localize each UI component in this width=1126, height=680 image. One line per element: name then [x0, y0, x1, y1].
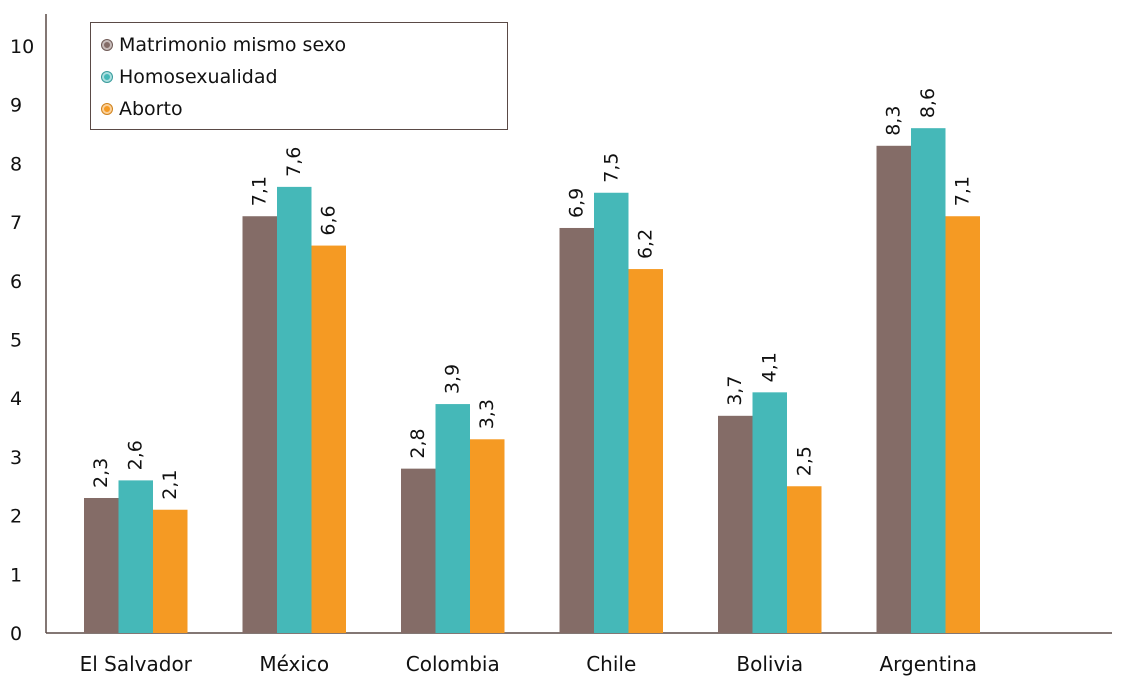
data-label: 2,8 — [407, 428, 429, 458]
legend-item-homosexualidad: Homosexualidad — [101, 61, 497, 93]
data-label: 6,9 — [566, 188, 588, 218]
x-tick-label: Chile — [586, 652, 636, 676]
data-label: 2,5 — [793, 446, 815, 476]
bar — [311, 245, 346, 633]
legend-item-aborto: Aborto — [101, 93, 497, 125]
bar — [787, 486, 822, 633]
legend: Matrimonio mismo sexo Homosexualidad Abo… — [90, 22, 508, 130]
legend-marker-icon — [101, 39, 113, 51]
data-label: 8,3 — [883, 106, 905, 136]
bar — [594, 192, 629, 633]
data-label: 7,5 — [600, 153, 622, 183]
x-tick-label: El Salvador — [80, 652, 193, 676]
legend-marker-icon — [101, 71, 113, 83]
bar — [718, 415, 753, 633]
legend-label: Matrimonio mismo sexo — [119, 34, 347, 56]
y-tick-label: 2 — [10, 506, 22, 528]
y-tick-label: 5 — [10, 330, 22, 352]
bar — [401, 468, 436, 633]
bar — [277, 186, 312, 633]
data-label: 3,3 — [476, 399, 498, 429]
y-tick-label: 6 — [10, 271, 22, 293]
legend-marker-icon — [101, 103, 113, 115]
x-tick-label: México — [259, 652, 329, 676]
data-label: 3,9 — [442, 364, 464, 394]
data-label: 7,1 — [952, 176, 974, 206]
x-tick-label: Argentina — [879, 652, 977, 676]
data-label: 7,1 — [249, 176, 271, 206]
data-label: 2,1 — [159, 470, 181, 500]
bar — [911, 128, 946, 633]
bar — [876, 145, 911, 634]
data-label: 3,7 — [724, 376, 746, 406]
data-label: 6,2 — [635, 229, 657, 259]
data-label: 8,6 — [917, 88, 939, 118]
data-label: 4,1 — [759, 352, 781, 382]
y-tick-label: 9 — [10, 95, 22, 117]
x-tick-label: Colombia — [406, 652, 500, 676]
bar — [752, 392, 787, 633]
legend-item-matrimonio: Matrimonio mismo sexo — [101, 29, 497, 61]
bar — [153, 509, 188, 633]
legend-label: Homosexualidad — [119, 66, 278, 88]
bar — [435, 404, 470, 633]
data-label: 2,6 — [125, 440, 147, 470]
bar — [628, 269, 663, 633]
data-label: 6,6 — [318, 205, 340, 235]
y-tick-label: 1 — [10, 564, 22, 586]
bar — [559, 227, 594, 633]
y-tick-label: 7 — [10, 212, 22, 234]
y-tick-label: 10 — [10, 36, 34, 58]
bar — [118, 480, 153, 633]
legend-label: Aborto — [119, 98, 183, 120]
data-label: 2,3 — [90, 458, 112, 488]
y-tick-label: 0 — [10, 623, 22, 645]
bar — [242, 216, 277, 634]
bar — [945, 216, 980, 634]
y-tick-label: 4 — [10, 388, 22, 410]
y-tick-label: 3 — [10, 447, 22, 469]
y-tick-label: 8 — [10, 153, 22, 175]
bar — [84, 497, 119, 633]
data-label: 7,6 — [283, 147, 305, 177]
x-tick-label: Bolivia — [736, 652, 803, 676]
bar — [470, 439, 505, 633]
